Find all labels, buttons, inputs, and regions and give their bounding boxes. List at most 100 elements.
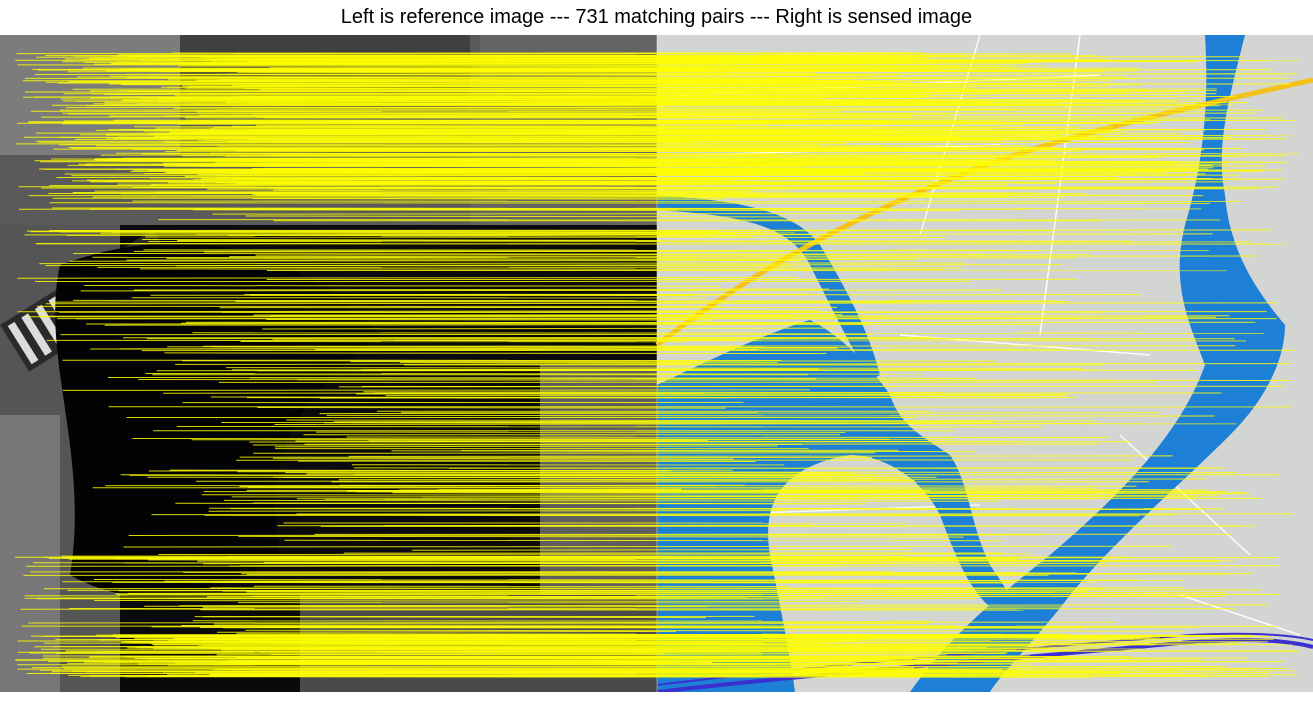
match-line [17,310,819,313]
match-line [86,178,1285,181]
match-line [338,478,1207,481]
match-line [202,616,707,619]
match-line [95,633,1066,636]
match-line [263,561,1222,563]
match-line [34,645,1033,648]
match-line [226,367,1083,369]
match-line [64,57,859,60]
match-line [232,106,960,109]
match-line [217,630,676,633]
match-line [236,71,816,74]
match-line [133,288,830,291]
match-line [392,492,1251,495]
match-line [199,627,1047,629]
match-line [43,556,719,558]
match-line [132,148,900,151]
match-line [223,499,1001,502]
match-line [246,138,1202,140]
match-line [216,653,664,656]
match-line [252,193,1121,196]
match-line [208,510,787,512]
match-line [167,86,846,88]
match-line [28,652,1006,654]
match-line [199,56,969,58]
match-line [253,452,876,454]
match-line [324,422,1237,425]
match-line [338,385,893,388]
match-line [258,162,993,165]
match-line [350,361,778,363]
match-line [391,450,976,453]
match-line [175,502,850,505]
match-line [122,99,1098,101]
match-line [62,61,1038,63]
match-line [346,436,1110,438]
match-line [184,176,778,179]
match-line [399,488,682,491]
match-line [62,389,810,391]
match-line [26,230,1053,232]
match-line [173,638,707,640]
match-line [125,73,730,75]
match-line [235,300,911,303]
match-line [142,239,662,241]
match-line [120,347,838,350]
match-line [399,361,692,364]
match-line [245,629,1185,632]
match-line [234,52,909,54]
match-line [252,198,724,200]
match-line [129,90,866,92]
match-line [230,508,1203,510]
match-line [165,141,696,143]
match-line [210,396,730,399]
match-line [203,491,879,493]
match-line [138,663,1014,665]
match-line [144,77,1138,80]
match-line [411,549,912,551]
match-line [68,147,1243,149]
match-line [132,168,964,171]
match-line [175,165,669,168]
match-line [149,642,823,645]
match-line [145,373,923,375]
match-line [104,323,1041,326]
match-lines [15,52,1301,678]
match-line [34,96,926,98]
match-line [86,323,869,325]
match-line [127,591,1053,594]
match-line [84,285,719,287]
match-line [68,112,1151,115]
match-line [49,202,1211,204]
match-line [35,140,939,142]
match-line [127,55,817,57]
match-line [192,332,1264,334]
match-line [251,596,823,598]
match-line [173,93,713,95]
match-line [257,369,966,372]
match-line [92,487,1097,489]
match-line [201,494,1220,497]
match-line [121,160,912,163]
match-line [151,625,955,628]
match-line [122,157,1159,159]
match-line [121,84,961,86]
match-line [238,535,964,538]
match-line [178,65,960,68]
match-line [274,445,778,448]
match-line [69,260,802,262]
match-line [39,262,967,265]
match-line [127,647,671,650]
match-line [48,557,932,560]
match-line [145,236,946,238]
match-line [46,339,1247,342]
match-line [196,480,915,482]
match-line [52,197,1064,199]
match-line [176,426,1043,428]
match-line [28,621,1116,624]
match-line [18,208,883,210]
match-line [204,514,1140,517]
match-line [18,186,1021,188]
match-line [80,289,1002,292]
match-line [93,158,903,161]
match-line [210,587,1104,590]
